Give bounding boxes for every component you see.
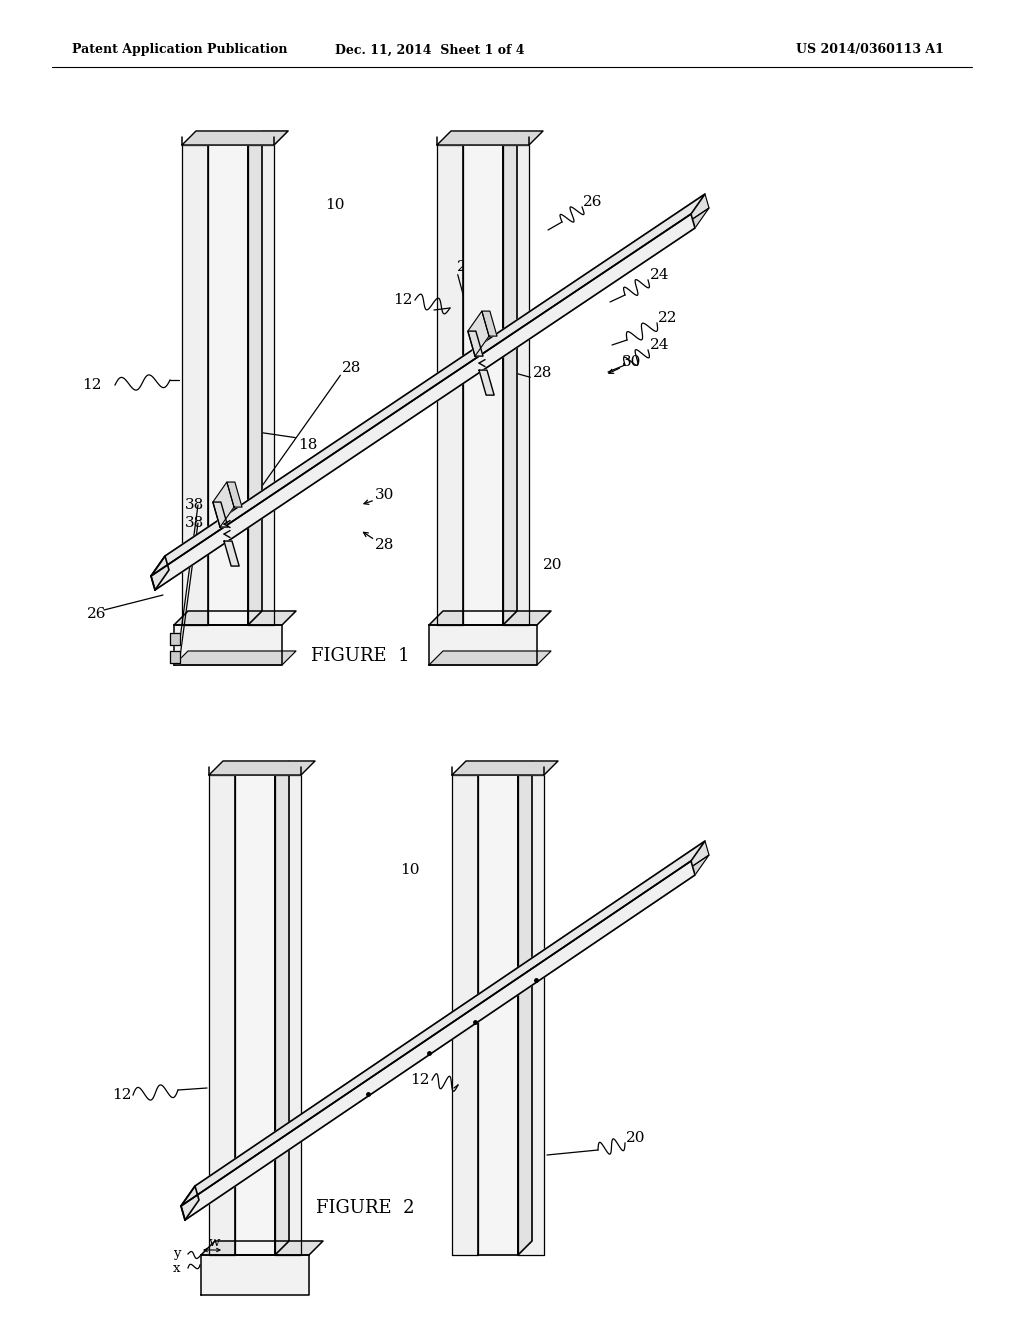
Polygon shape bbox=[248, 145, 274, 624]
Polygon shape bbox=[185, 855, 709, 1220]
Polygon shape bbox=[182, 145, 208, 624]
Polygon shape bbox=[209, 775, 234, 1255]
Polygon shape bbox=[429, 611, 551, 624]
Polygon shape bbox=[518, 762, 532, 1255]
Text: w: w bbox=[208, 1236, 220, 1249]
Polygon shape bbox=[151, 194, 705, 576]
Polygon shape bbox=[174, 611, 296, 624]
Text: y: y bbox=[173, 1247, 180, 1261]
Polygon shape bbox=[437, 131, 543, 145]
Polygon shape bbox=[463, 145, 503, 624]
Polygon shape bbox=[174, 651, 296, 665]
Polygon shape bbox=[181, 841, 705, 1206]
Text: 30: 30 bbox=[622, 355, 641, 370]
Text: 26: 26 bbox=[583, 195, 602, 209]
Polygon shape bbox=[151, 214, 695, 590]
Polygon shape bbox=[170, 651, 180, 663]
Polygon shape bbox=[181, 1185, 199, 1220]
Polygon shape bbox=[213, 502, 228, 527]
Polygon shape bbox=[201, 1255, 309, 1295]
Polygon shape bbox=[452, 762, 558, 775]
Text: 22: 22 bbox=[658, 312, 678, 325]
Polygon shape bbox=[234, 775, 275, 1255]
Text: 12: 12 bbox=[82, 378, 101, 392]
Polygon shape bbox=[479, 370, 495, 395]
Polygon shape bbox=[452, 775, 478, 1255]
Text: 12: 12 bbox=[393, 293, 413, 308]
Text: 28: 28 bbox=[375, 539, 394, 552]
Text: 12: 12 bbox=[410, 1073, 429, 1086]
Polygon shape bbox=[201, 1241, 323, 1255]
Polygon shape bbox=[503, 131, 517, 624]
Text: 18: 18 bbox=[465, 288, 484, 302]
Text: Dec. 11, 2014  Sheet 1 of 4: Dec. 11, 2014 Sheet 1 of 4 bbox=[335, 44, 524, 57]
Text: 24: 24 bbox=[650, 268, 670, 282]
Polygon shape bbox=[275, 762, 289, 1255]
Text: x: x bbox=[173, 1262, 180, 1275]
Text: 28: 28 bbox=[457, 260, 476, 275]
Text: US 2014/0360113 A1: US 2014/0360113 A1 bbox=[796, 44, 944, 57]
Polygon shape bbox=[248, 131, 262, 624]
Text: 26: 26 bbox=[87, 607, 106, 620]
Polygon shape bbox=[208, 145, 248, 624]
Polygon shape bbox=[182, 131, 288, 145]
Text: Patent Application Publication: Patent Application Publication bbox=[72, 44, 288, 57]
Polygon shape bbox=[478, 775, 518, 1255]
Polygon shape bbox=[224, 541, 240, 566]
Polygon shape bbox=[503, 145, 529, 624]
Polygon shape bbox=[181, 861, 695, 1220]
Polygon shape bbox=[213, 482, 234, 527]
Text: FIGURE  1: FIGURE 1 bbox=[310, 647, 410, 665]
Text: 10: 10 bbox=[326, 198, 345, 213]
Polygon shape bbox=[227, 482, 242, 507]
Polygon shape bbox=[468, 331, 483, 356]
Polygon shape bbox=[209, 762, 315, 775]
Text: 28: 28 bbox=[342, 360, 361, 375]
Polygon shape bbox=[165, 194, 709, 570]
Polygon shape bbox=[429, 651, 551, 665]
Polygon shape bbox=[155, 209, 709, 590]
Text: 20: 20 bbox=[543, 558, 562, 572]
Polygon shape bbox=[468, 312, 489, 356]
Polygon shape bbox=[170, 634, 180, 645]
Polygon shape bbox=[437, 145, 463, 624]
Text: FIGURE  2: FIGURE 2 bbox=[315, 1199, 415, 1217]
Text: 20: 20 bbox=[626, 1131, 645, 1144]
Text: 30: 30 bbox=[375, 488, 394, 502]
Polygon shape bbox=[275, 775, 301, 1255]
Text: 18: 18 bbox=[298, 438, 317, 451]
Text: 38: 38 bbox=[185, 516, 204, 531]
Polygon shape bbox=[174, 624, 282, 665]
Text: 12: 12 bbox=[112, 1088, 131, 1102]
Text: 24: 24 bbox=[650, 338, 670, 352]
Polygon shape bbox=[248, 131, 288, 145]
Text: 38: 38 bbox=[185, 498, 204, 512]
Polygon shape bbox=[482, 312, 497, 337]
Polygon shape bbox=[195, 841, 709, 1200]
Polygon shape bbox=[429, 624, 537, 665]
Polygon shape bbox=[151, 556, 169, 590]
Polygon shape bbox=[518, 775, 544, 1255]
Text: 10: 10 bbox=[400, 863, 420, 876]
Text: 28: 28 bbox=[534, 366, 552, 380]
